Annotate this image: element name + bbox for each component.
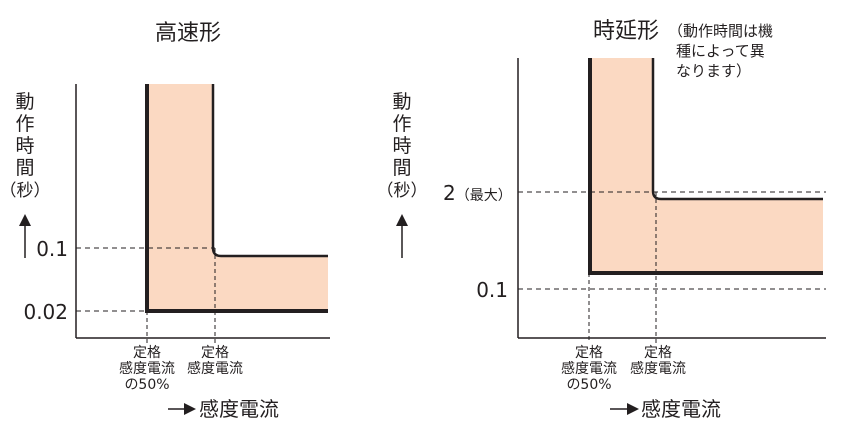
left-y-tick: 0.02 [23,300,68,324]
right-ylabel-char: 作 [392,113,411,135]
left-x-axis-label: 感度電流 [199,397,279,421]
left-ylabel-char: （秒） [0,181,51,201]
right-note-line: 種によって異 [676,42,765,60]
left-ylabel-char: 間 [15,157,34,179]
left-x-tick-2: 定格 感度電流 [187,345,243,377]
left-x-tick-line: 感度電流 [187,360,243,377]
right-operating-band [590,58,823,273]
right-x-tick-line: 定格 [644,345,672,361]
right-x-tick-line: 感度電流 [561,360,617,377]
right-note-line: なります） [676,62,751,80]
left-ylabel-char: 時 [15,135,34,157]
right-band-upper-edge [651,58,823,201]
left-chart: 高速形 動 作 時 間 （秒） 0.1 0.02 定格 感度電流 の50% [0,21,330,421]
left-ylabel-char: 作 [15,113,34,135]
right-x-tick-1: 定格 感度電流 の50% [561,345,617,393]
right-chart-note: （動作時間は機 種によって異 なります） [668,22,773,80]
right-ylabel-char: （秒） [377,181,428,201]
left-x-tick-line: 定格 [133,345,161,361]
right-y-tick-max: 2（最大） [443,181,512,205]
right-x-tick-line: 感度電流 [630,360,686,377]
right-y-tick-max-num: 2 [443,181,456,205]
left-y-tick: 0.1 [36,237,68,261]
left-x-tick-line: 感度電流 [119,360,175,377]
right-x-tick-line: 定格 [575,345,603,361]
right-y-axis-label: 動 作 時 間 （秒） [377,91,428,201]
right-chart-title: 時延形 [593,19,659,44]
left-x-tick-1: 定格 感度電流 の50% [119,345,175,393]
right-ylabel-char: 動 [392,91,411,113]
right-x-axis-label: 感度電流 [641,397,721,421]
left-chart-title: 高速形 [155,21,221,46]
right-y-tick-max-suffix: （最大） [456,188,512,204]
right-x-tick-2: 定格 感度電流 [630,345,686,377]
left-ylabel-char: 動 [15,91,34,113]
right-ylabel-char: 間 [392,157,411,179]
left-operating-band [147,84,328,311]
right-x-tick-line: の50% [566,377,611,393]
right-ylabel-char: 時 [392,135,411,157]
right-chart: 時延形 （動作時間は機 種によって異 なります） 動 作 時 間 （秒） 2（最… [377,19,826,421]
right-y-tick-min: 0.1 [476,278,508,302]
left-y-axis-label: 動 作 時 間 （秒） [0,91,51,201]
left-x-tick-line: の50% [124,377,169,393]
right-note-line: （動作時間は機 [668,22,773,40]
left-band-upper-edge [211,84,328,258]
left-x-tick-line: 定格 [201,345,229,361]
